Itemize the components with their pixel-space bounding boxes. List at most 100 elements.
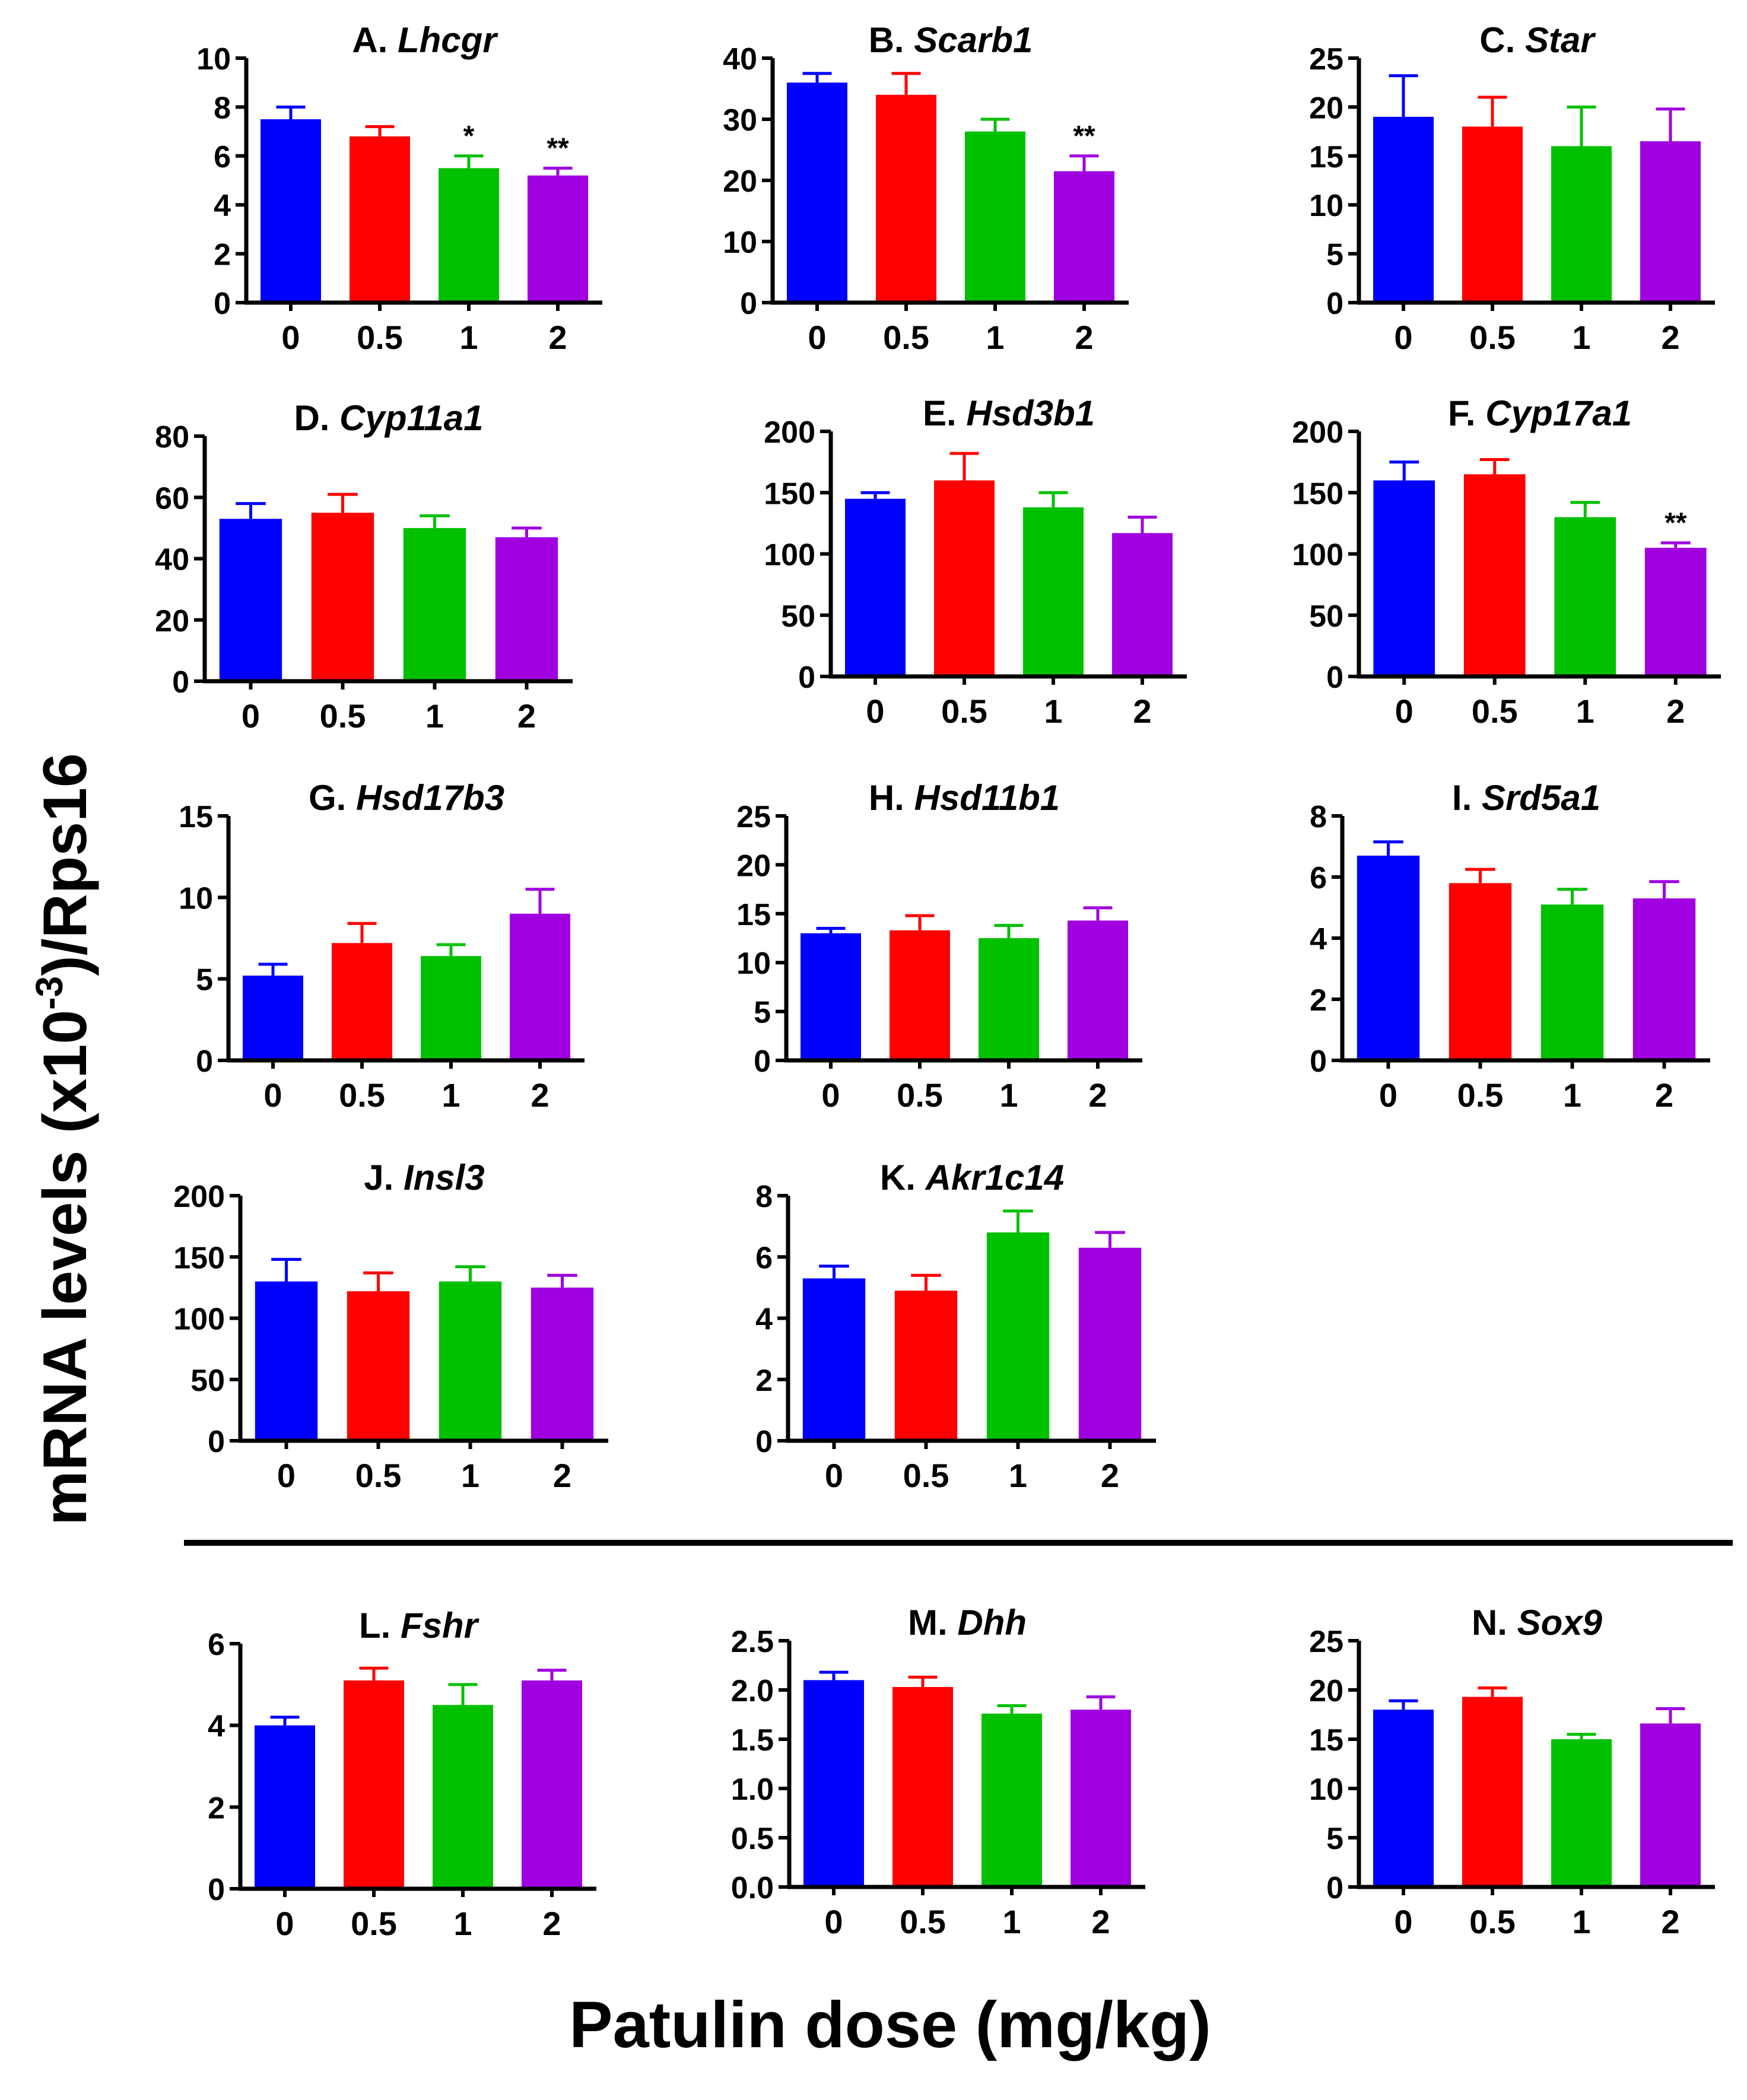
bar: [1463, 474, 1526, 676]
bar: [495, 537, 558, 681]
x-tick-label: 1: [441, 1076, 460, 1114]
y-tick-label: 0: [754, 1044, 771, 1079]
y-tick-label: 10: [1309, 1772, 1343, 1807]
x-tick-label: 2: [542, 1905, 561, 1942]
bar: [845, 498, 906, 676]
y-tick-label: 200: [173, 1180, 225, 1214]
bar: [522, 1680, 582, 1889]
bar: [1640, 141, 1701, 303]
y-tick-label: 20: [1309, 1674, 1343, 1708]
panel-title: J. Insl3: [364, 1158, 484, 1197]
y-axis-title-tail: )/Rps16: [31, 753, 100, 976]
significance-marker: **: [1665, 507, 1687, 539]
x-tick-label: 1: [1572, 319, 1590, 356]
bar: [243, 976, 303, 1060]
panel-letter: L.: [359, 1606, 401, 1645]
bar: [1054, 171, 1114, 303]
gene-name: Akr1c14: [925, 1158, 1065, 1197]
bar: [421, 956, 481, 1060]
y-tick-label: 6: [755, 1241, 773, 1275]
x-tick-label: 0.5: [941, 692, 987, 730]
bar: [344, 1680, 404, 1889]
panel-title: F. Cyp17a1: [1448, 393, 1632, 433]
panel-title: E. Hsd3b1: [923, 393, 1095, 433]
y-tick-label: 0: [208, 1425, 225, 1459]
bar: [1112, 533, 1173, 676]
bar: [1554, 517, 1616, 676]
x-tick-label: 2: [553, 1457, 571, 1494]
x-tick-label: 1: [1009, 1457, 1027, 1494]
bar: [803, 1680, 864, 1887]
panel-letter: B.: [869, 20, 914, 60]
y-tick-label: 50: [1309, 599, 1343, 634]
x-tick-label: 0.5: [903, 1457, 949, 1494]
x-tick-label: 2: [1661, 1903, 1679, 1940]
panel-letter: G.: [309, 778, 356, 818]
x-tick-label: 1: [461, 1457, 479, 1494]
x-tick-label: 0: [1395, 692, 1414, 730]
x-tick-label: 2: [1661, 319, 1679, 356]
x-tick-label: 2: [1101, 1457, 1119, 1494]
y-tick-label: 10: [196, 42, 231, 77]
x-tick-label: 2: [1655, 1076, 1673, 1114]
x-tick-label: 1: [1572, 1903, 1590, 1940]
x-tick-label: 1: [425, 697, 444, 735]
y-tick-label: 200: [764, 415, 815, 450]
x-tick-label: 2: [1088, 1076, 1107, 1114]
panel-title: D. Cyp11a1: [294, 398, 483, 438]
panel-title: L. Fshr: [359, 1606, 480, 1645]
y-tick-label: 8: [755, 1180, 773, 1214]
y-tick-label: 8: [1310, 800, 1327, 834]
y-tick-label: 4: [208, 1710, 225, 1744]
gene-name: Cyp17a1: [1485, 393, 1632, 433]
gene-name: Hsd17b3: [356, 778, 504, 818]
panel-letter: F.: [1448, 393, 1485, 433]
chart-panel-m: M. Dhh 0 0.5 1 2 0.0 0.5 1.0 1.5 2.0 2.5: [731, 1603, 1145, 1940]
y-tick-label: 25: [1309, 1625, 1343, 1659]
x-tick-label: 2: [1091, 1903, 1110, 1940]
x-tick-label: 1: [1563, 1076, 1581, 1114]
significance-marker: **: [547, 132, 569, 164]
bar: [1644, 548, 1707, 676]
bar: [986, 1232, 1050, 1441]
x-tick-label: 1: [1576, 692, 1594, 730]
significance-marker: *: [463, 120, 475, 152]
chart-panel-k: K. Akr1c14 0 0.5 1 2 0 2 4 6 8: [755, 1158, 1156, 1494]
y-tick-label: 1.5: [731, 1723, 774, 1758]
x-tick-label: 0: [866, 692, 884, 730]
panel-letter: N.: [1472, 1603, 1517, 1642]
panel-letter: D.: [294, 398, 339, 438]
gene-name: Lhcgr: [398, 20, 498, 60]
panel-title: B. Scarb1: [869, 20, 1033, 60]
panel-title: H. Hsd11b1: [869, 778, 1060, 818]
bar: [965, 131, 1025, 303]
y-tick-label: 40: [723, 42, 757, 77]
bar: [1462, 1696, 1523, 1887]
x-tick-label: 0: [808, 319, 826, 356]
x-tick-label: 2: [517, 697, 536, 735]
bar: [311, 513, 374, 681]
x-axis-title-box: Patulin dose (mg/kg): [569, 1988, 1211, 2061]
bar: [1551, 146, 1612, 303]
y-tick-label: 15: [736, 898, 771, 932]
x-tick-label: 0.5: [1457, 1076, 1504, 1114]
y-tick-label: 4: [214, 189, 231, 223]
y-tick-label: 100: [764, 538, 815, 573]
y-tick-label: 5: [1326, 1822, 1343, 1856]
y-tick-label: 25: [736, 800, 771, 834]
bar: [894, 1291, 958, 1441]
x-tick-label: 0: [1394, 319, 1412, 356]
x-tick-label: 0: [1394, 1903, 1412, 1940]
bar: [1078, 1247, 1142, 1441]
gene-name: Scarb1: [914, 20, 1033, 60]
bar: [1373, 116, 1434, 303]
y-tick-label: 0: [1310, 1044, 1327, 1079]
y-tick-label: 10: [1309, 189, 1343, 223]
bar: [802, 1278, 866, 1441]
y-tick-label: 150: [764, 476, 815, 511]
x-tick-label: 1: [999, 1076, 1018, 1114]
x-tick-label: 0.5: [355, 1457, 402, 1494]
y-tick-label: 20: [723, 164, 757, 199]
panel-title: C. Star: [1479, 20, 1596, 60]
